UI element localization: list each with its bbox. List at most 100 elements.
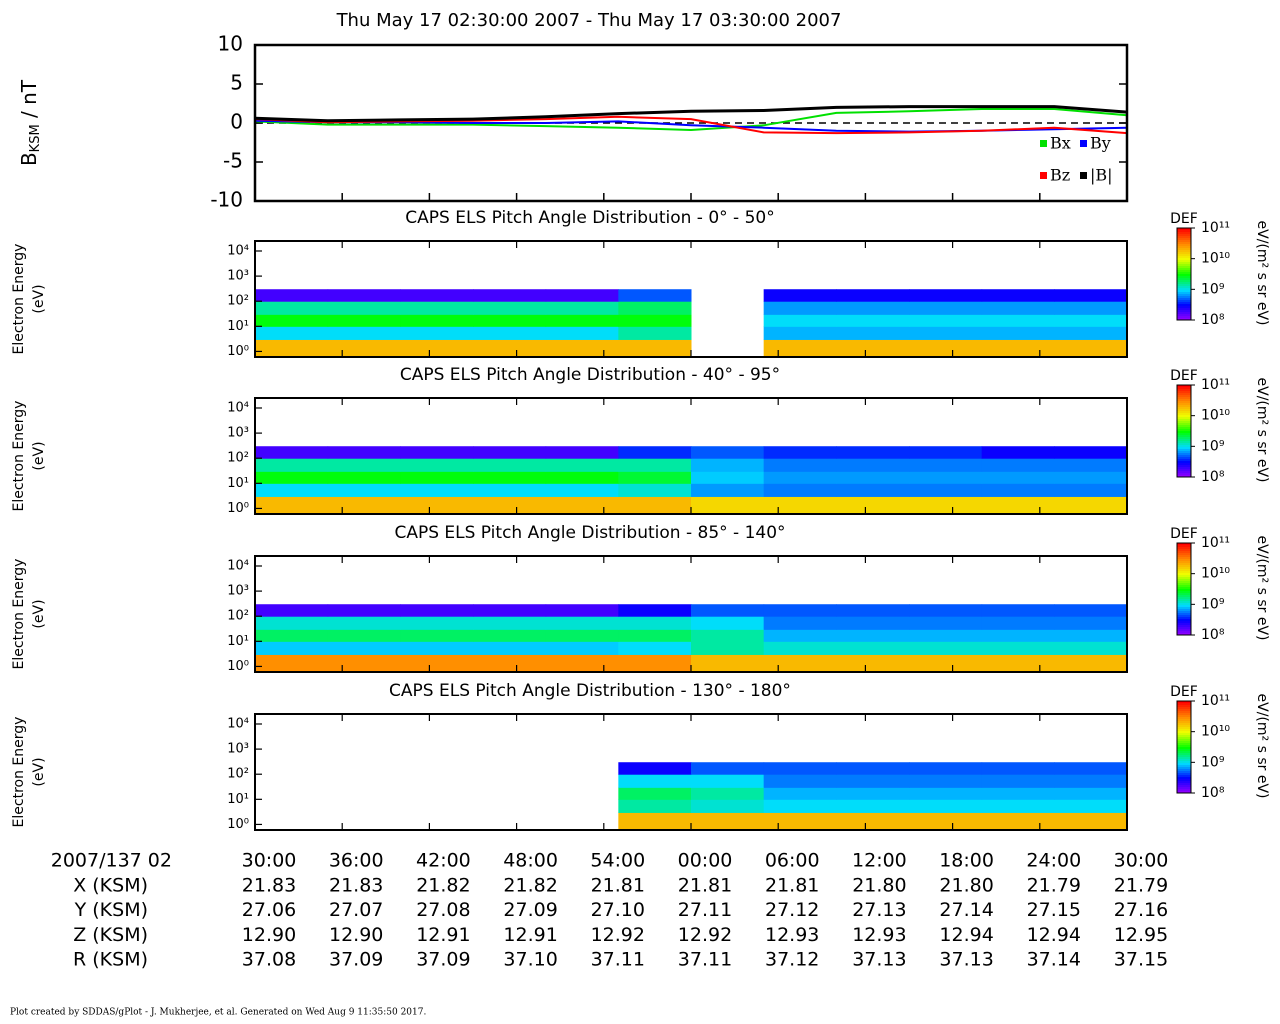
spectrogram-cell	[763, 812, 837, 831]
ephemeris-value: 27.11	[678, 899, 732, 921]
panel-title: CAPS ELS Pitch Angle Distribution - 40° …	[400, 365, 780, 385]
spectrogram-cell	[1054, 604, 1128, 617]
footer: Plot created by SDDAS/gPlot - J. Mukherj…	[10, 1008, 426, 1018]
colorbar-segment	[1177, 623, 1191, 626]
spectrogram-cell	[545, 496, 619, 515]
spectrogram-cell	[327, 314, 401, 327]
colorbar-segment	[1177, 775, 1191, 778]
spectrogram-cell	[1054, 314, 1128, 327]
spectrogram-cell	[545, 314, 619, 327]
colorbar-segment	[1177, 441, 1191, 444]
spectrogram-cell	[1054, 483, 1128, 497]
colorbar-segment	[1177, 316, 1191, 319]
colorbar-segment	[1177, 385, 1191, 388]
spectrogram-cell	[691, 812, 765, 831]
colorbar-segment	[1177, 783, 1191, 786]
colorbar-tick-label: 10⁸	[1201, 627, 1225, 643]
colorbar-label: DEF	[1170, 684, 1198, 700]
spectrogram-cell	[836, 314, 910, 327]
colorbar-segment	[1177, 557, 1191, 560]
ephemeris-value: 21.82	[416, 875, 470, 897]
legend-label: By	[1090, 134, 1111, 153]
y-axis-label: (eV)	[31, 599, 47, 628]
spectrogram-cell	[1054, 641, 1128, 655]
spectrogram-cell	[400, 604, 474, 617]
colorbar-segment	[1177, 248, 1191, 251]
y-label-symbol: B	[17, 152, 41, 166]
ephemeris-value: 27.15	[1027, 899, 1081, 921]
colorbar-segment	[1177, 242, 1191, 245]
x-tick-label: 54:00	[590, 850, 645, 872]
spectrogram-cell	[255, 483, 329, 497]
spectrogram-cell	[473, 641, 547, 655]
colorbar-segment	[1177, 613, 1191, 616]
spectrogram-cell	[400, 289, 474, 302]
spectrogram-cell	[545, 339, 619, 358]
colorbar-segment	[1177, 587, 1191, 590]
colorbar-segment	[1177, 459, 1191, 462]
spectrogram-cell	[255, 339, 329, 358]
spectrogram-cell	[400, 654, 474, 673]
colorbar-segment	[1177, 595, 1191, 598]
plot-frame	[253, 43, 1129, 203]
spectrogram-cell	[981, 314, 1055, 327]
spectrogram-cell	[400, 446, 474, 459]
spectrogram-cell	[909, 799, 983, 813]
colorbar-segment	[1177, 755, 1191, 758]
colorbar-segment	[1177, 409, 1191, 412]
colorbar-segment	[1177, 467, 1191, 470]
spectrogram-cell	[545, 471, 619, 484]
spectrogram-cell	[1054, 774, 1128, 788]
colorbar-segment	[1177, 405, 1191, 408]
colorbar-label: DEF	[1170, 368, 1198, 384]
legend-label: |B|	[1090, 166, 1113, 185]
spectrogram-cell	[545, 604, 619, 617]
spectrogram-cell	[981, 799, 1055, 813]
y-axis-label: Electron Energy	[11, 717, 27, 828]
ephemeris-value: 37.13	[939, 949, 993, 971]
colorbar-unit: eV/(m² s sr eV)	[1254, 378, 1270, 483]
spectrogram-cell	[981, 641, 1055, 655]
spectrogram-cell	[836, 629, 910, 642]
colorbar-segment	[1177, 577, 1191, 580]
colorbar-segment	[1177, 745, 1191, 748]
colorbar-segment	[1177, 258, 1191, 261]
colorbar-segment	[1177, 264, 1191, 267]
spectrogram-cell	[763, 629, 837, 642]
spectrogram-cell	[545, 289, 619, 302]
spectrogram-cell	[981, 616, 1055, 630]
spectrogram-cell	[545, 446, 619, 459]
spectrogram-cell	[327, 483, 401, 497]
colorbar-segment	[1177, 407, 1191, 410]
spectrogram-cell	[836, 446, 910, 459]
spectrogram-cell	[691, 774, 765, 788]
legend-swatch	[1080, 140, 1087, 147]
colorbar-segment	[1177, 713, 1191, 716]
spectrogram-cell	[255, 301, 329, 315]
colorbar-segment	[1177, 411, 1191, 414]
spectrogram-cell	[400, 616, 474, 630]
colorbar-segment	[1177, 727, 1191, 730]
colorbar-segment	[1177, 308, 1191, 311]
spectrogram-cell	[981, 812, 1055, 831]
y-tick-label: -10	[210, 188, 243, 212]
colorbar-segment	[1177, 723, 1191, 726]
spectrogram-cell	[909, 787, 983, 800]
spectrogram-cell	[691, 458, 765, 472]
ephemeris-value: 37.15	[1114, 949, 1168, 971]
colorbar-segment	[1177, 759, 1191, 762]
colorbar-segment	[1177, 419, 1191, 422]
colorbar-segment	[1177, 318, 1191, 321]
spectrogram-cell	[763, 774, 837, 788]
spectrogram-cell	[327, 629, 401, 642]
ephemeris-value: 27.12	[765, 899, 819, 921]
spectrogram-cell	[836, 458, 910, 472]
colorbar-segment	[1177, 463, 1191, 466]
colorbar-segment	[1177, 387, 1191, 390]
spectrogram-cell	[1054, 762, 1128, 775]
colorbar-segment	[1177, 427, 1191, 430]
ephemeris-value: 27.13	[852, 899, 906, 921]
spectrogram-cell	[618, 458, 692, 472]
spectrogram-cell	[836, 471, 910, 484]
